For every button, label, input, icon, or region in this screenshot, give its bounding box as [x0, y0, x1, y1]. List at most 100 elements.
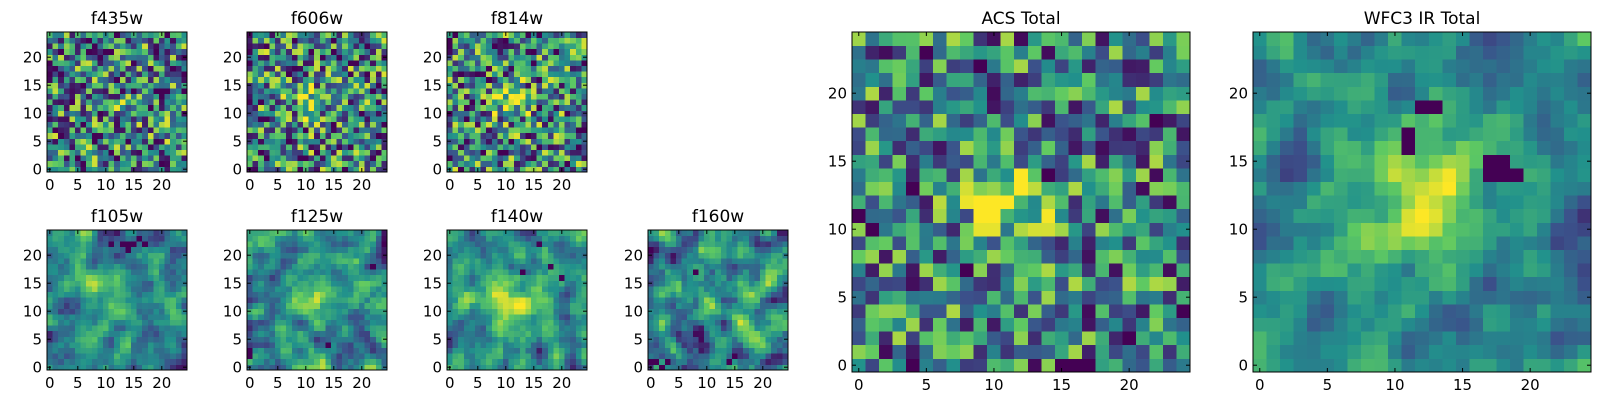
heatmap-cell [136, 353, 143, 360]
heatmap-cell [269, 60, 276, 66]
heatmap-cell [359, 246, 365, 253]
heatmap-cell [325, 60, 332, 66]
heatmap-cell [463, 65, 470, 72]
heatmap-cell [252, 246, 259, 253]
heatmap-cell [575, 353, 582, 360]
heatmap-cell [370, 127, 377, 134]
heatmap-cell [452, 155, 459, 162]
heatmap-cell [676, 302, 682, 309]
heatmap-cell [275, 76, 281, 83]
heatmap-cell [136, 121, 143, 128]
heatmap-cell [664, 246, 671, 253]
heatmap-cell [247, 258, 253, 264]
heatmap-cell [275, 104, 281, 111]
heatmap-cell [119, 297, 126, 304]
heatmap-cell [463, 76, 470, 83]
heatmap-cell [314, 347, 321, 354]
heatmap-cell [933, 263, 947, 278]
heatmap-cell [531, 99, 537, 106]
heatmap-cell [547, 274, 554, 281]
heatmap-cell [63, 160, 70, 167]
heatmap-cell [275, 263, 281, 270]
heatmap-cell [547, 127, 554, 134]
heatmap-cell [564, 342, 571, 348]
heatmap-cell [519, 104, 526, 111]
heatmap-cell [136, 291, 143, 298]
heatmap-cell [181, 330, 188, 337]
heatmap-cell [252, 127, 259, 134]
heatmap-cell [91, 330, 98, 337]
heatmap-cell [852, 249, 866, 264]
heatmap-cell [698, 325, 705, 332]
heatmap-cell [732, 241, 738, 248]
heatmap-cell [269, 166, 276, 173]
heatmap-cell [687, 336, 694, 343]
heatmap-cell [342, 325, 349, 332]
heatmap-cell [575, 160, 582, 167]
heatmap-cell [933, 276, 947, 291]
heatmap-cell [681, 263, 688, 270]
heatmap-cell [114, 93, 121, 100]
heatmap-cell [865, 154, 880, 169]
heatmap-cell [359, 155, 365, 162]
heatmap-cell [542, 274, 549, 281]
heatmap-cell [525, 32, 532, 38]
heatmap-cell [559, 37, 565, 44]
heatmap-cell [286, 364, 293, 371]
heatmap-cell [670, 246, 677, 253]
heatmap-cell [670, 230, 677, 236]
heatmap-cell [1135, 208, 1150, 223]
heatmap-cell [452, 54, 459, 61]
heatmap-cell [570, 48, 577, 55]
heatmap-cell [258, 76, 265, 83]
heatmap-cell [47, 241, 53, 248]
heatmap-cell [325, 166, 332, 173]
heatmap-cell [269, 314, 276, 320]
heatmap-cell [452, 65, 459, 72]
heatmap-cell [491, 138, 498, 145]
heatmap-cell [564, 71, 571, 78]
heatmap-cell [142, 252, 149, 259]
heatmap-cell [58, 127, 65, 134]
heatmap-cell [364, 319, 371, 326]
heatmap-cell [63, 43, 70, 50]
heatmap-cell [776, 286, 783, 292]
heatmap-cell [147, 274, 154, 281]
heatmap-cell [542, 82, 549, 89]
heatmap-cell [359, 263, 365, 270]
heatmap-cell [469, 160, 476, 167]
heatmap-cell [1068, 304, 1083, 318]
heatmap-cell [508, 263, 515, 270]
heatmap-cell [463, 48, 470, 55]
heatmap-cell [63, 149, 70, 156]
heatmap-cell [381, 99, 388, 106]
heatmap-cell [575, 280, 582, 287]
heatmap-cell [75, 302, 81, 309]
heatmap-cell [514, 291, 521, 298]
heatmap-cell [536, 99, 543, 106]
heatmap-cell [1000, 304, 1015, 318]
heatmap-cell [547, 263, 554, 270]
heatmap-cell [336, 76, 343, 83]
heatmap-cell [732, 269, 738, 276]
heatmap-cell [463, 32, 470, 38]
heatmap-cell [919, 222, 934, 237]
heatmap-cell [469, 241, 476, 248]
heatmap-cell [469, 286, 476, 292]
heatmap-cell [252, 88, 259, 94]
heatmap-cell [879, 344, 893, 359]
heatmap-cell [108, 71, 115, 78]
heatmap-cell [159, 342, 165, 348]
heatmap-cell [86, 149, 93, 156]
heatmap-cell [447, 37, 453, 44]
heatmap-cell [69, 230, 76, 236]
heatmap-cell [353, 252, 360, 259]
heatmap-cell [319, 121, 326, 128]
heatmap-cell [91, 132, 98, 139]
heatmap-cell [359, 60, 365, 66]
heatmap-cell [531, 155, 537, 162]
heatmap-cell [458, 280, 465, 287]
heatmap-cell [170, 358, 177, 365]
heatmap-cell [353, 166, 360, 173]
heatmap-cell [559, 93, 565, 100]
